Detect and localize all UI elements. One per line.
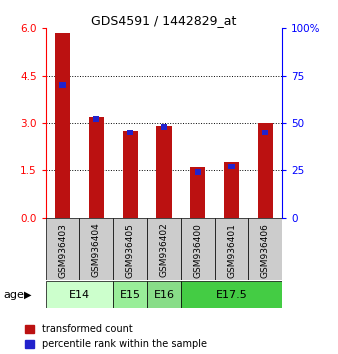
FancyBboxPatch shape (181, 218, 215, 280)
Bar (55, 33, 70, 218)
Text: GSM936406: GSM936406 (261, 223, 270, 278)
Text: GSM936402: GSM936402 (160, 223, 168, 278)
Bar (89, 117, 104, 218)
Text: GSM936400: GSM936400 (193, 223, 202, 278)
Text: GSM936405: GSM936405 (126, 223, 135, 278)
Bar (161, 124, 167, 130)
Text: E17.5: E17.5 (216, 290, 247, 300)
FancyBboxPatch shape (46, 218, 79, 280)
Text: age: age (3, 290, 24, 300)
Bar (228, 164, 235, 170)
FancyBboxPatch shape (147, 281, 181, 308)
FancyBboxPatch shape (215, 218, 248, 280)
FancyBboxPatch shape (46, 281, 113, 308)
Text: E16: E16 (153, 290, 174, 300)
FancyBboxPatch shape (147, 218, 181, 280)
FancyBboxPatch shape (248, 218, 282, 280)
FancyBboxPatch shape (79, 218, 113, 280)
Bar (258, 123, 273, 218)
Bar (93, 116, 99, 122)
Bar (262, 130, 268, 135)
Text: GSM936404: GSM936404 (92, 223, 101, 278)
Text: E14: E14 (69, 290, 90, 300)
Bar (224, 162, 239, 218)
Bar (59, 82, 66, 88)
FancyBboxPatch shape (113, 218, 147, 280)
Text: GSM936401: GSM936401 (227, 223, 236, 278)
FancyBboxPatch shape (181, 281, 282, 308)
Text: E15: E15 (120, 290, 141, 300)
Title: GDS4591 / 1442829_at: GDS4591 / 1442829_at (91, 14, 237, 27)
Text: ▶: ▶ (24, 290, 32, 300)
Legend: transformed count, percentile rank within the sample: transformed count, percentile rank withi… (25, 324, 207, 349)
Bar (195, 170, 201, 175)
Text: GSM936403: GSM936403 (58, 223, 67, 278)
Bar (156, 126, 171, 218)
FancyBboxPatch shape (113, 281, 147, 308)
Bar (127, 130, 133, 135)
Bar (122, 131, 138, 218)
Bar (190, 167, 205, 218)
